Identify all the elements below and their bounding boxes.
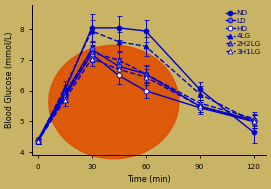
X-axis label: Time (min): Time (min) <box>127 175 171 184</box>
Y-axis label: Blood Glucose (mmol/L): Blood Glucose (mmol/L) <box>5 32 14 128</box>
Legend: ND, LD, HD, 4LG, 2H2LG, 3H1LG: ND, LD, HD, 4LG, 2H2LG, 3H1LG <box>224 9 263 56</box>
